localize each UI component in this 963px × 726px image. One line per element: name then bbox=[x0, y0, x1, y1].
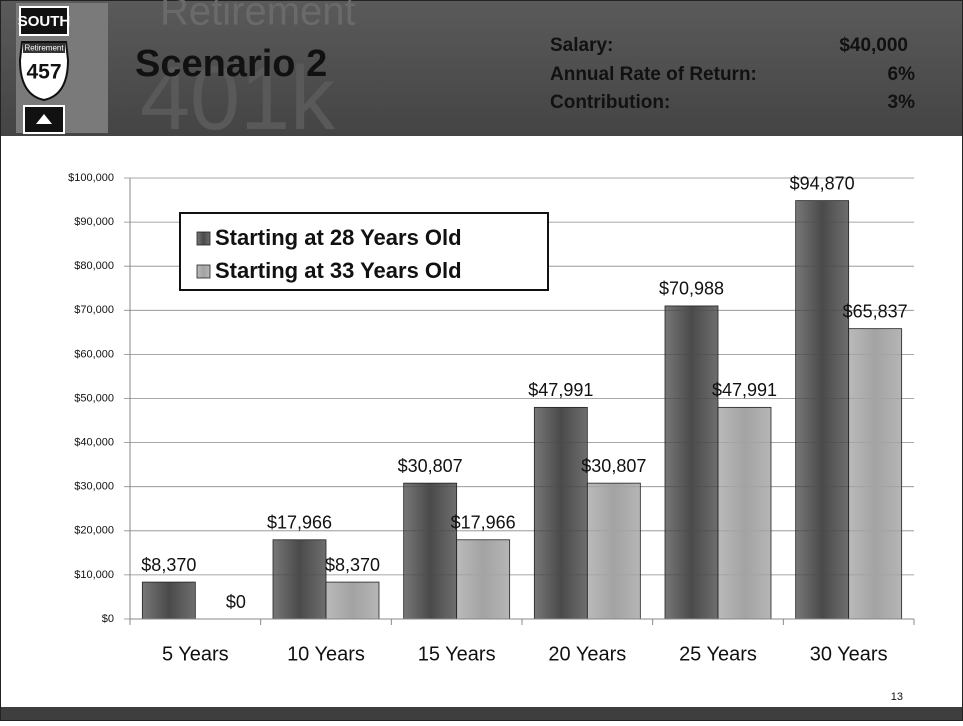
logo-shield bbox=[18, 41, 70, 102]
bar bbox=[141, 581, 196, 620]
legend-swatch bbox=[196, 264, 211, 279]
logo-text: Retirement bbox=[24, 44, 64, 53]
info-value: 3% bbox=[888, 92, 916, 113]
value-label: $8,370 bbox=[141, 555, 196, 575]
value-label: $47,991 bbox=[712, 380, 777, 400]
value-label: $65,837 bbox=[843, 301, 908, 321]
logo-arrow bbox=[36, 114, 52, 124]
bar bbox=[586, 482, 641, 620]
x-tick-label: 25 Years bbox=[679, 643, 757, 665]
legend-label: Starting at 28 Years Old bbox=[215, 225, 462, 250]
y-tick-label: $40,000 bbox=[74, 437, 114, 449]
info-label: Salary: bbox=[550, 35, 613, 56]
slide-title: Scenario 2 bbox=[135, 43, 327, 85]
info-label: Annual Rate of Return: bbox=[550, 64, 757, 85]
x-tick-label: 20 Years bbox=[548, 643, 626, 665]
logo-text: SOUTH bbox=[18, 13, 71, 30]
legend-label: Starting at 33 Years Old bbox=[215, 258, 462, 283]
y-tick-label: $20,000 bbox=[74, 525, 114, 537]
x-tick-label: 30 Years bbox=[810, 643, 888, 665]
logo-number: 457 bbox=[26, 61, 61, 84]
info-value: $40,000 bbox=[839, 35, 908, 56]
logo: SOUTH Retirement 457 bbox=[16, 3, 108, 134]
x-tick-label: 10 Years bbox=[287, 643, 365, 665]
value-label: $17,966 bbox=[451, 513, 516, 533]
y-tick-label: $50,000 bbox=[74, 392, 114, 404]
bar bbox=[272, 539, 327, 620]
y-tick-label: $30,000 bbox=[74, 481, 114, 493]
legend-box bbox=[179, 212, 549, 291]
bar bbox=[717, 406, 772, 620]
value-label: $8,370 bbox=[325, 555, 380, 575]
logo-sign bbox=[19, 6, 69, 36]
value-label: $47,991 bbox=[528, 380, 593, 400]
value-label: $94,870 bbox=[790, 173, 855, 193]
bar bbox=[795, 200, 850, 620]
bar bbox=[325, 581, 380, 620]
x-tick-label: 15 Years bbox=[418, 643, 496, 665]
y-tick-label: $90,000 bbox=[74, 216, 114, 228]
y-tick-label: $10,000 bbox=[74, 569, 114, 581]
x-tick-label: 5 Years bbox=[162, 643, 229, 665]
bar bbox=[403, 482, 458, 620]
watermark: 401k bbox=[140, 49, 336, 149]
page-number: 13 bbox=[891, 691, 903, 703]
bar bbox=[456, 539, 511, 620]
value-label: $30,807 bbox=[581, 456, 646, 476]
value-label: $70,988 bbox=[659, 279, 724, 299]
header-band bbox=[1, 1, 962, 136]
y-tick-label: $60,000 bbox=[74, 348, 114, 360]
footer-band bbox=[1, 707, 962, 720]
y-tick-label: $0 bbox=[102, 613, 114, 625]
value-label: $17,966 bbox=[267, 513, 332, 533]
logo-banner bbox=[23, 43, 65, 53]
bar bbox=[533, 406, 588, 620]
legend: Starting at 28 Years Old Starting at 33 Y… bbox=[179, 212, 549, 291]
info-label: Contribution: bbox=[550, 92, 670, 113]
y-tick-label: $70,000 bbox=[74, 304, 114, 316]
value-label: $0 bbox=[226, 592, 246, 612]
y-tick-label: $100,000 bbox=[68, 172, 114, 184]
info-value: 6% bbox=[888, 64, 916, 85]
bar bbox=[848, 328, 903, 620]
value-label: $30,807 bbox=[398, 456, 463, 476]
bar bbox=[664, 305, 719, 620]
legend-swatch bbox=[196, 231, 211, 246]
chart: $0 $10,000 $20,000 $30,000 $40,000 $50,000 $60… bbox=[68, 172, 915, 665]
y-tick-label: $80,000 bbox=[74, 260, 114, 272]
watermark: Retirement bbox=[160, 0, 356, 34]
